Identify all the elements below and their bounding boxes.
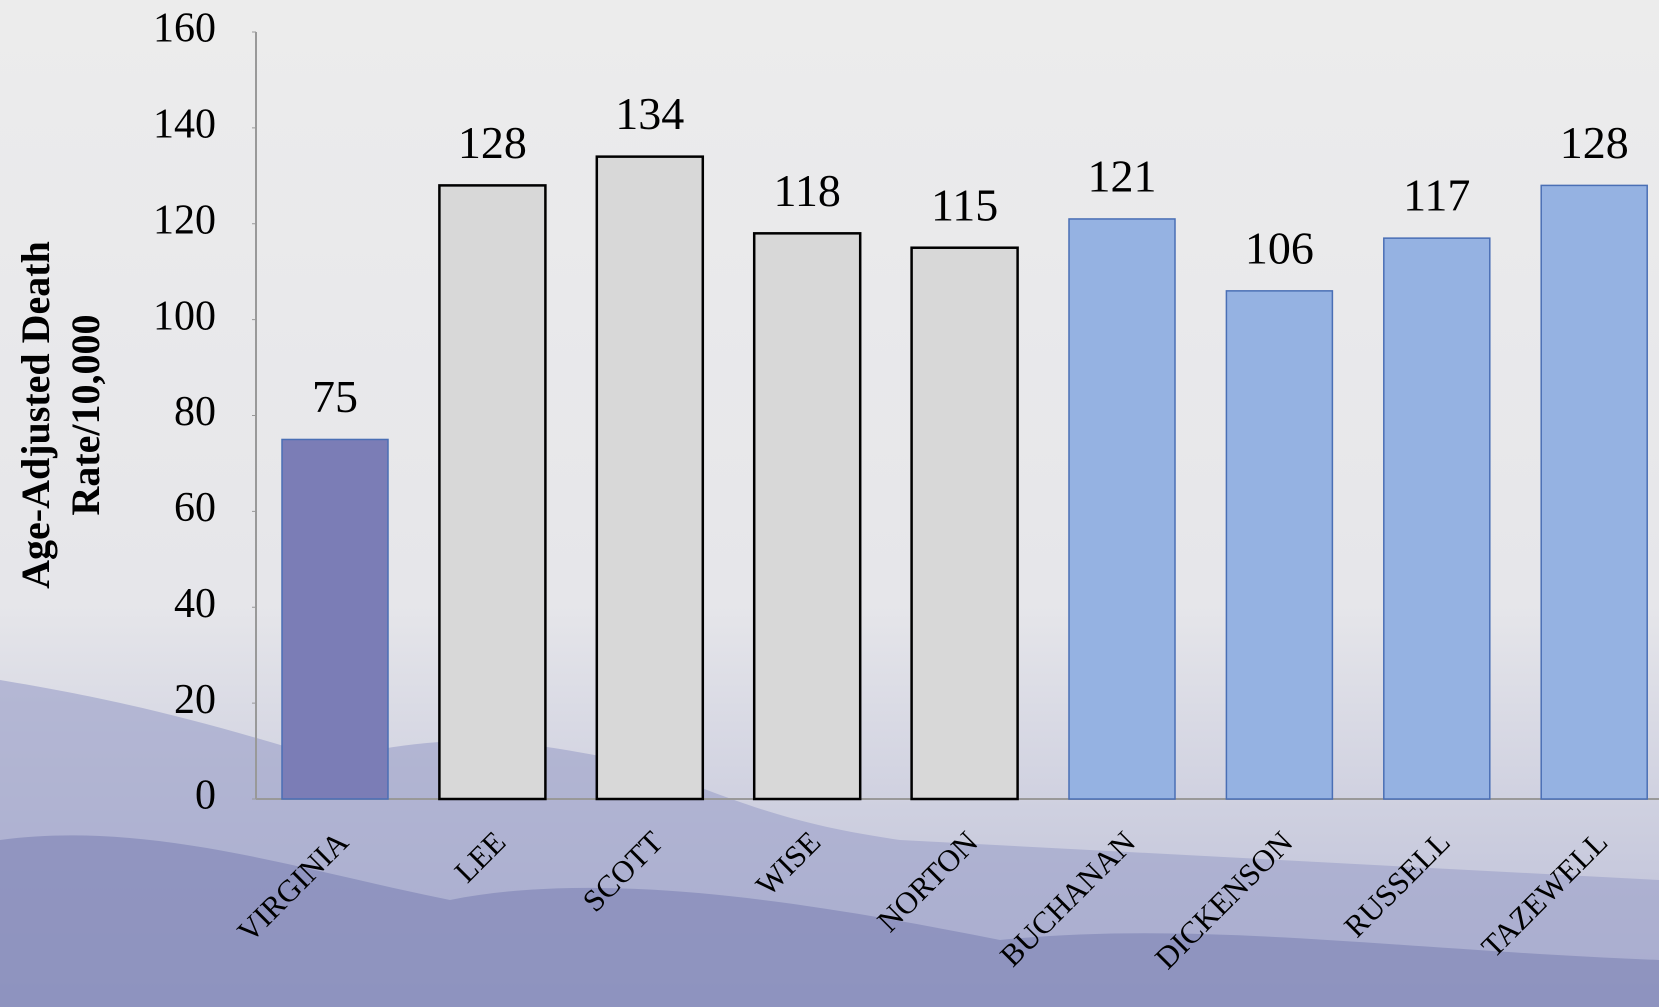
bar: [595, 155, 705, 801]
bar: [281, 438, 389, 800]
y-tick-label: 100: [153, 293, 216, 339]
y-tick-label: 80: [174, 389, 216, 435]
mountain: [0, 835, 1659, 1007]
bar: [1383, 237, 1491, 800]
value-label: 117: [1403, 170, 1470, 221]
value-label: 115: [931, 179, 998, 230]
y-tick-label: 160: [153, 6, 216, 52]
bar: [1225, 290, 1334, 800]
bar: [752, 232, 862, 801]
bar: [438, 184, 547, 801]
bar: [910, 246, 1019, 801]
value-label: 75: [312, 371, 358, 422]
y-tick-label: 140: [153, 102, 216, 148]
y-axis-title: Age-Adjusted Death: [13, 241, 58, 589]
value-label: 121: [1088, 151, 1157, 202]
value-label: 128: [458, 117, 527, 168]
bar: [1540, 184, 1648, 800]
y-tick-label: 20: [174, 677, 216, 723]
value-label: 118: [774, 165, 841, 216]
y-tick-label: 40: [174, 581, 216, 627]
y-axis-title: Rate/10,000: [63, 314, 108, 515]
bar: [1068, 218, 1176, 800]
y-tick-label: 0: [195, 773, 216, 819]
y-tick-label: 120: [153, 197, 216, 243]
value-label: 134: [615, 88, 684, 139]
value-label: 128: [1560, 117, 1629, 168]
value-label: 106: [1245, 222, 1314, 273]
y-tick-label: 60: [174, 485, 216, 531]
